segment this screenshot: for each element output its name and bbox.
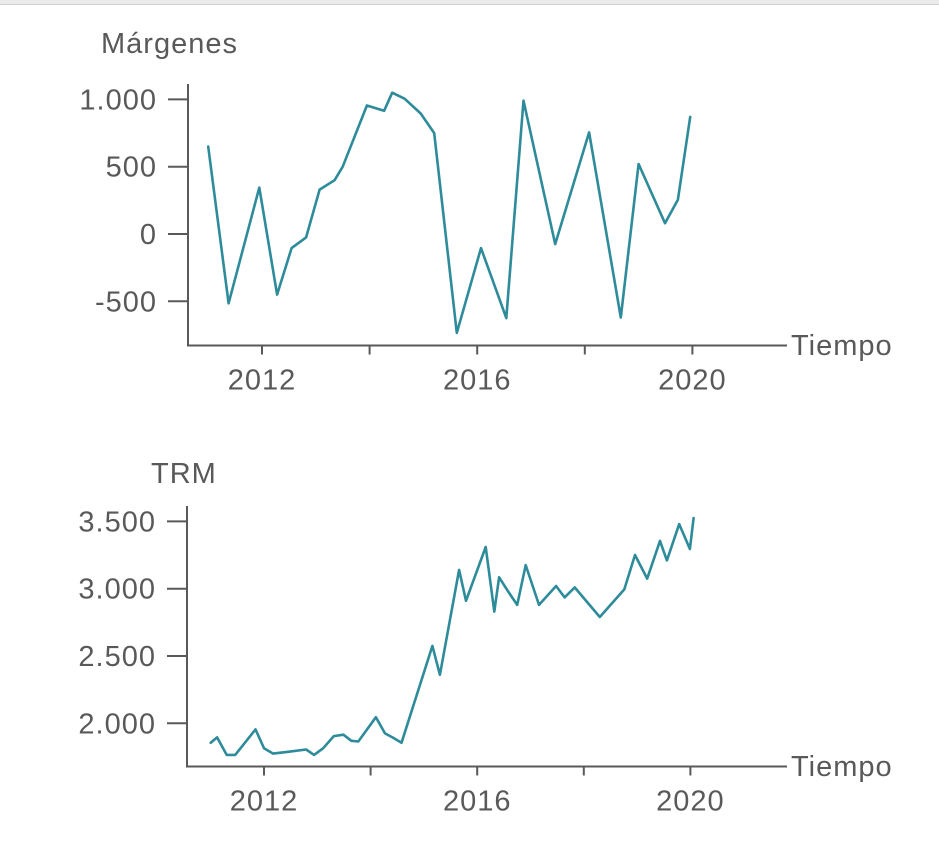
x-tick-label: 2020 xyxy=(658,365,727,397)
x-tick-label: 2016 xyxy=(443,786,512,818)
y-tick-label: 3.000 xyxy=(78,574,156,606)
series-line xyxy=(206,91,692,335)
x-tick-label: 2012 xyxy=(230,786,299,818)
y-tick-label: 3.500 xyxy=(78,506,156,538)
window-top-edge xyxy=(0,0,939,5)
y-tick-label: 0 xyxy=(140,219,157,251)
trm-chart-title: TRM xyxy=(151,458,217,490)
x-tick-label: 2012 xyxy=(228,365,297,397)
margenes-x-axis-label: Tiempo xyxy=(791,330,893,362)
margenes-chart-title: Márgenes xyxy=(101,28,238,60)
trm-x-axis-label: Tiempo xyxy=(791,751,893,783)
y-tick-label: -500 xyxy=(95,286,157,318)
y-tick-label: 2.500 xyxy=(78,641,156,673)
series-line xyxy=(209,516,695,757)
x-tick-label: 2016 xyxy=(443,365,512,397)
y-tick-label: 500 xyxy=(106,152,157,184)
y-tick-label: 2.000 xyxy=(78,708,156,740)
y-tick-label: 1.000 xyxy=(79,84,157,116)
x-tick-label: 2020 xyxy=(656,786,725,818)
